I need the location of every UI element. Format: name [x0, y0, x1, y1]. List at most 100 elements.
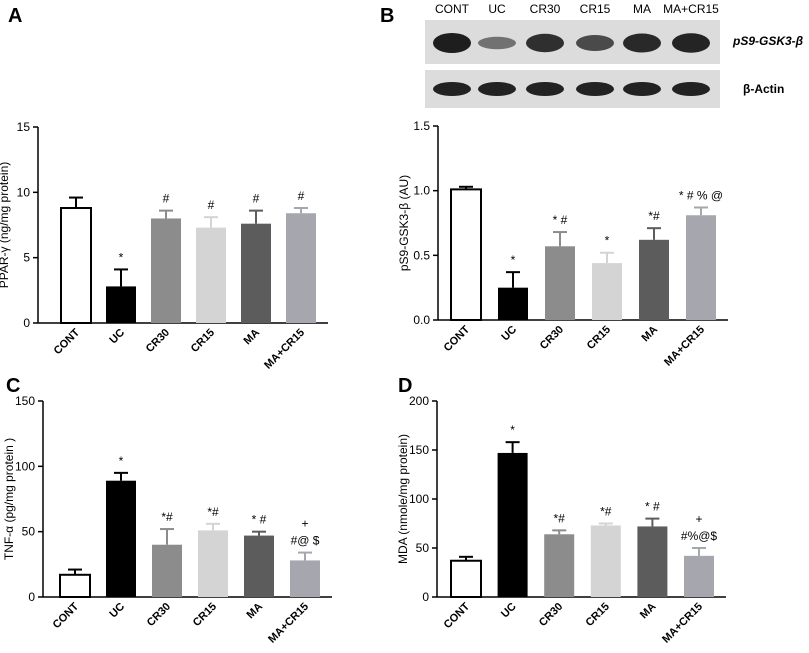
bar [497, 452, 528, 597]
significance-label: #%@$ [681, 529, 718, 543]
panel-label-a: A [8, 5, 22, 27]
significance-label: * [510, 423, 515, 437]
x-tick-label: CONT [52, 326, 83, 357]
y-tick-label: 15 [17, 120, 31, 134]
chart-panel-b: 0.0 0.5 1.0 1.5 pS9-GSK3-β (AU) CONT * UC * # CR3… [397, 119, 728, 369]
bar [590, 525, 621, 597]
blot-band-phospho [672, 33, 710, 53]
y-tick-label: 0 [422, 590, 429, 604]
bar [290, 560, 320, 597]
bar [151, 218, 181, 323]
significance-label: *# [648, 209, 660, 223]
bar [152, 544, 182, 597]
chart-panel-a: 0 5 10 15 PPAR-γ (ng/mg protein) CONT * UC # CR30… [0, 120, 328, 372]
chart-panel-c: 0 50 100 150 TNF-α (pg/mg protein ) CONT * UC *#… [2, 394, 332, 646]
blot-band-phospho [623, 33, 661, 53]
significance-label: * # [252, 513, 267, 527]
bar [450, 188, 482, 321]
bar [244, 535, 274, 597]
blot-band-actin [672, 82, 710, 96]
x-tick-label: MA+CR15 [662, 324, 707, 369]
significance-label: * [119, 454, 124, 468]
x-tick-label: CR15 [189, 327, 217, 355]
significance-label: # [298, 189, 305, 203]
y-axis-label: pS9-GSK3-β (AU) [397, 175, 411, 271]
bar [241, 223, 271, 323]
blot-band-actin [576, 82, 614, 96]
lane-label: CR15 [580, 2, 611, 16]
bar [198, 530, 228, 597]
lane-label: CONT [435, 2, 470, 16]
chart-panel-d: 0 50 100 150 200 MDA (nmole/mg protein) CONT * U… [396, 394, 726, 646]
x-tick-label: MA+CR15 [660, 601, 705, 646]
blot-band-phospho [478, 36, 516, 50]
significance-label: * # [645, 500, 660, 514]
y-tick-label: 10 [17, 185, 31, 199]
y-tick-label: 50 [22, 525, 36, 539]
x-tick-label: MA [640, 324, 661, 345]
x-tick-label: CR30 [537, 601, 565, 629]
y-tick-label: 1.0 [413, 184, 430, 198]
x-tick-label: MA [638, 601, 659, 622]
blot-label-actin: β-Actin [743, 82, 784, 96]
bar [545, 246, 575, 320]
y-axis-label: MDA (nmole/mg protein) [396, 434, 410, 564]
y-tick-label: 5 [23, 251, 30, 265]
bar [544, 534, 575, 597]
y-tick-label: 1.5 [413, 119, 430, 133]
x-tick-label: MA+CR15 [262, 327, 307, 372]
lane-label: MA [633, 2, 651, 16]
significance-label: *# [161, 510, 173, 524]
significance-label: *# [600, 505, 612, 519]
significance-label: * # % @ [679, 188, 723, 202]
significance-label: # [253, 192, 260, 206]
y-tick-label: 0.5 [413, 248, 430, 262]
lane-label: UC [488, 2, 506, 16]
panel-label-d: D [398, 375, 412, 397]
significance-label: #@ $ [291, 534, 320, 548]
significance-label: + [301, 517, 308, 531]
x-tick-label: CR30 [145, 601, 173, 629]
bar [59, 573, 91, 599]
x-tick-label: CONT [442, 323, 473, 354]
x-tick-label: MA+CR15 [266, 601, 311, 646]
bar [60, 207, 92, 324]
significance-label: *# [554, 511, 566, 525]
y-tick-label: 100 [409, 492, 429, 506]
bar [106, 286, 136, 323]
blot-membrane-actin [425, 70, 720, 108]
y-tick-label: 50 [416, 541, 430, 555]
bar [639, 239, 669, 320]
x-tick-label: CR15 [191, 601, 219, 629]
bar [686, 215, 716, 320]
significance-label: *# [207, 505, 219, 519]
x-tick-label: UC [107, 327, 127, 347]
significance-label: * [511, 253, 516, 267]
blot-band-actin [526, 82, 564, 96]
blot-band-actin [433, 82, 471, 96]
x-tick-label: UC [499, 601, 519, 621]
x-tick-label: UC [499, 324, 519, 344]
y-tick-label: 100 [15, 459, 35, 473]
blot-band-phospho [526, 33, 564, 53]
bar [196, 227, 226, 323]
blot-membrane-phospho [425, 20, 720, 64]
x-tick-label: CR30 [144, 327, 172, 355]
significance-label: * [119, 250, 124, 264]
panel-label-b: B [380, 5, 394, 27]
x-tick-label: MA [242, 327, 263, 348]
lane-label: CR30 [530, 2, 561, 16]
lane-label: MA+CR15 [663, 2, 719, 16]
significance-label: # [163, 192, 170, 206]
blot-lane-labels: CONT UC CR30 CR15 MA MA+CR15 [435, 2, 719, 16]
y-tick-label: 150 [409, 443, 429, 457]
bar [450, 559, 482, 598]
x-tick-label: MA [245, 601, 266, 622]
y-tick-label: 0 [23, 316, 30, 330]
y-tick-label: 0 [28, 590, 35, 604]
significance-label: + [695, 512, 702, 526]
bar [498, 287, 528, 320]
x-tick-label: CR15 [584, 601, 612, 629]
significance-label: # [208, 198, 215, 212]
blot-band-actin [478, 82, 516, 96]
